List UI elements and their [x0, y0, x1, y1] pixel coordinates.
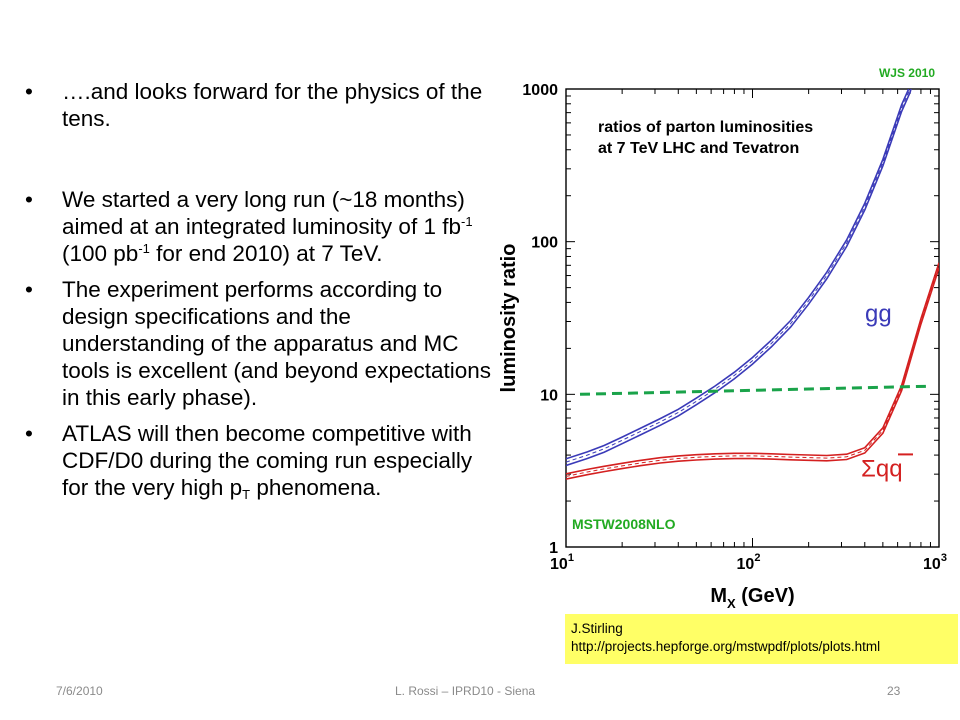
x-tick-base: 10 — [737, 556, 755, 573]
x-tick-label: 103 — [923, 552, 947, 573]
superscript: -1 — [138, 241, 150, 256]
bullet-list: • ….and looks forward for the physics of … — [22, 78, 492, 510]
chart-corner-label: WJS 2010 — [879, 66, 935, 80]
citation-url: http://projects.hepforge.org/mstwpdf/plo… — [571, 639, 881, 654]
bullet-symbol: • — [25, 421, 33, 446]
axis-ticks — [565, 89, 939, 548]
qq-series-label: Σqq — [861, 455, 903, 482]
subscript: T — [242, 487, 251, 502]
qq-band-upper — [566, 262, 939, 475]
bullet-text: phenomena. — [250, 475, 382, 500]
data-lines — [566, 89, 939, 480]
x-tick-exponent: 3 — [941, 552, 947, 564]
y-tick-label: 1 — [549, 540, 558, 557]
bullet-text: ….and looks forward for the physics of t… — [62, 79, 483, 131]
bullet-text: for end 2010) at 7 TeV. — [149, 241, 383, 266]
bullet-item: • We started a very long run (~18 months)… — [22, 186, 492, 267]
bullet-item: • ATLAS will then become competitive with… — [22, 420, 492, 501]
bullet-text: ATLAS will then become competitive with … — [62, 421, 473, 500]
x-axis-label: MX (GeV) — [710, 585, 794, 611]
pdf-set-label: MSTW2008NLO — [572, 516, 676, 532]
gg-series-label: gg — [865, 300, 892, 327]
reference-line — [579, 384, 932, 396]
x-tick-label: 102 — [737, 552, 761, 573]
bullet-text: The experiment performs according to des… — [62, 277, 492, 410]
bullet-item: • The experiment performs according to de… — [22, 276, 492, 411]
x-axis-label-unit: (GeV) — [736, 585, 795, 607]
gg-series-line — [566, 89, 911, 463]
bullet-symbol: • — [25, 277, 33, 302]
bullet-symbol: • — [25, 187, 33, 212]
qq-label-main: qq — [876, 455, 903, 482]
x-axis-label-sub: X — [727, 596, 736, 611]
bullet-text: We started a very long run (~18 months) … — [62, 187, 465, 239]
x-tick-label: 101 — [550, 552, 574, 573]
bullet-item: • ….and looks forward for the physics of … — [22, 78, 492, 132]
superscript: -1 — [460, 214, 473, 229]
citation-box: J.Stirling http://projects.hepforge.org/… — [565, 614, 958, 664]
x-tick-base: 10 — [550, 556, 568, 573]
gg-band-lower — [566, 89, 912, 467]
chart-title: ratios of parton luminosities — [598, 119, 813, 136]
qq-band-lower — [566, 267, 939, 480]
citation-author: J.Stirling — [571, 621, 623, 636]
footer-date: 7/6/2010 — [56, 684, 103, 698]
y-tick-label: 10 — [540, 387, 558, 404]
qq-label-sigma: Σ — [861, 455, 876, 482]
bullet-text: (100 pb — [62, 241, 139, 266]
x-axis-label-main: M — [710, 585, 727, 607]
x-tick-exponent: 2 — [754, 552, 760, 564]
footer-center: L. Rossi – IPRD10 - Siena — [395, 684, 536, 698]
x-tick-base: 10 — [923, 556, 941, 573]
y-axis-label: luminosity ratio — [498, 244, 520, 393]
gg-band-upper — [566, 89, 910, 460]
x-tick-exponent: 1 — [568, 552, 574, 564]
y-tick-label: 1000 — [522, 82, 558, 99]
qq-series-line — [566, 265, 939, 477]
chart-subtitle: at 7 TeV LHC and Tevatron — [598, 140, 799, 157]
y-tick-label: 100 — [531, 235, 558, 252]
footer-page-number: 23 — [887, 684, 901, 698]
bullet-symbol: • — [25, 79, 33, 104]
